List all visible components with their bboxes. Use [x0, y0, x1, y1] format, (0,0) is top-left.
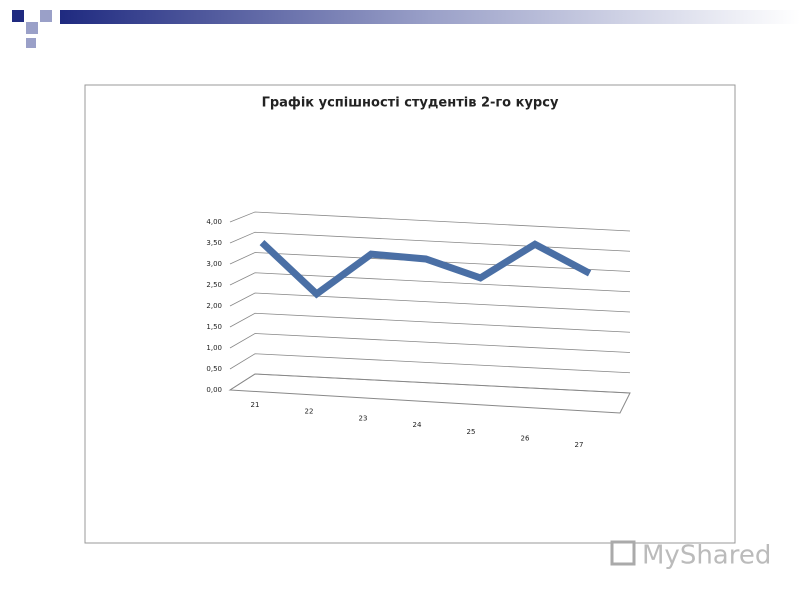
x-tick-label: 24 — [413, 421, 422, 429]
x-tick-label: 27 — [575, 441, 584, 449]
y-tick-label: 1,00 — [206, 344, 222, 352]
y-tick-label: 2,50 — [206, 281, 222, 289]
y-tick-label: 3,00 — [206, 260, 222, 268]
deco-square — [40, 10, 52, 22]
deco-square — [26, 38, 36, 48]
y-tick-label: 2,00 — [206, 302, 222, 310]
grid-line — [229, 231, 631, 252]
grid-line — [229, 312, 631, 333]
chart-title: Графік успішності студентів 2-го курсу — [262, 96, 559, 111]
deco-square — [26, 22, 38, 34]
x-tick-label: 23 — [359, 414, 368, 422]
y-tick-label: 0,00 — [206, 386, 222, 394]
plot: 0,00 0,50 1,00 1,50 2,00 2,50 3,00 3,50 4,00 21 22… — [206, 211, 631, 449]
x-tick-label: 26 — [521, 435, 530, 443]
grid-line — [229, 353, 631, 374]
x-tick-label: 25 — [467, 428, 476, 436]
y-tick-label: 1,50 — [206, 323, 222, 331]
header-bar — [60, 10, 800, 24]
logo: MyShared — [642, 541, 771, 571]
grid-line — [229, 333, 631, 353]
y-tick-label: 0,50 — [206, 365, 222, 373]
deco-square — [12, 10, 24, 22]
y-tick-label: 3,50 — [206, 239, 222, 247]
grid-line — [229, 292, 631, 313]
chart-frame — [84, 84, 736, 544]
grid-line — [229, 272, 631, 293]
grid-line — [229, 211, 631, 232]
grid-line — [229, 373, 631, 394]
x-tick-label: 22 — [305, 408, 314, 416]
x-tick-label: 21 — [251, 401, 260, 409]
y-tick-label: 4,00 — [206, 218, 222, 226]
line-ribbon — [259, 240, 592, 299]
logo-icon — [610, 540, 636, 566]
